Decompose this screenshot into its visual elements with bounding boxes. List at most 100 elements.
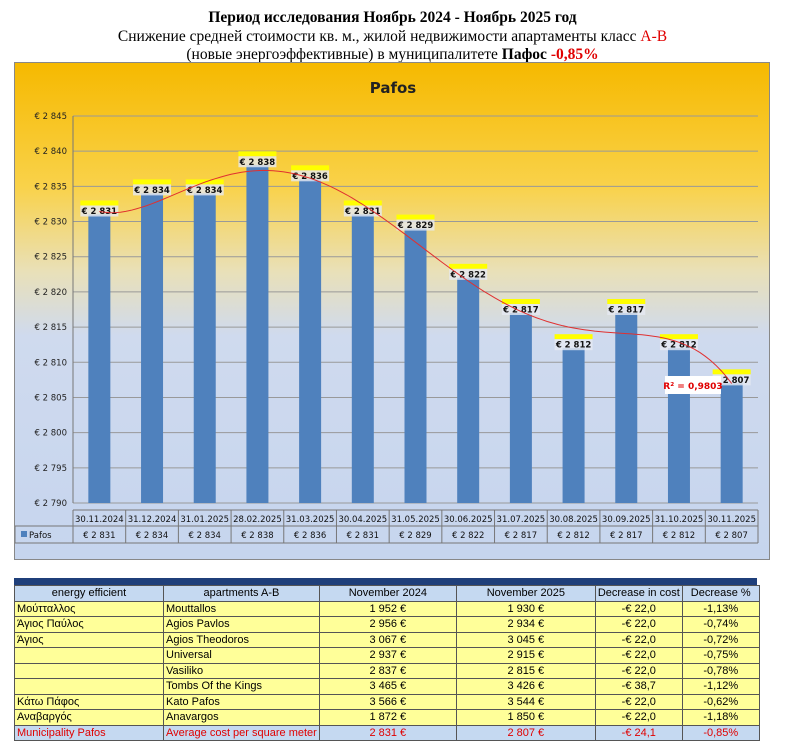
data-label: € 2 817 — [608, 306, 645, 316]
y-tick-label: € 2 805 — [35, 393, 67, 403]
table-cell: Άγιος Παύλος — [14, 616, 164, 633]
bar — [720, 383, 743, 503]
table-cell: 2 934 € — [455, 616, 596, 633]
y-tick-label: € 2 845 — [35, 112, 67, 122]
table-cell: Agios Pavlos — [163, 616, 320, 633]
bar — [667, 348, 690, 503]
table-value: € 2 829 — [399, 531, 431, 541]
table-cell: Kato Pafos — [163, 693, 320, 710]
table-cell: Άγιος — [14, 631, 164, 648]
table-cell: 2 915 € — [455, 647, 596, 664]
data-label-bg — [449, 268, 488, 280]
table-value: € 2 834 — [189, 531, 221, 541]
subtitle-text-2: (новые энергоэффективные) в муниципалите… — [186, 46, 502, 63]
bar — [193, 193, 216, 503]
data-label-highlight — [712, 369, 751, 375]
x-tick-label: 30.09.2025 — [602, 515, 651, 525]
table-value: € 2 838 — [241, 531, 273, 541]
y-tick-label: € 2 820 — [35, 288, 67, 298]
x-tick-label: 30.11.2025 — [707, 515, 756, 525]
legend-swatch — [21, 531, 27, 537]
table-row: Vasiliko 2 837 €2 815 € -€ 22,0 -0,78% — [14, 662, 760, 679]
data-label: € 2 812 — [555, 341, 592, 351]
table-cell: Μούτταλλος — [14, 600, 164, 617]
data-label: € 2 817 — [502, 306, 539, 316]
data-label-highlight — [80, 200, 119, 206]
table-row: Tombs Of the Kings 3 465 €3 426 € -€ 38,7-… — [14, 678, 760, 695]
table-row: Αναβαργός Anavargos 1 872 €1 850 € -€ 22,0-… — [14, 709, 760, 726]
table-cell: November 2024 — [318, 585, 457, 602]
table-row: Κάτω Πάφος Kato Pafos 3 566 €3 544 € -€ 22,… — [14, 693, 760, 710]
chart: Pafos € 2 790 € 2 795 € 2 800 € 2 805 € 2 810… — [14, 62, 770, 560]
table-cell: Decrease in cost — [594, 585, 683, 602]
y-tick-label: € 2 795 — [35, 464, 67, 474]
table-cell: -1,18% — [681, 709, 760, 726]
x-tick-label: 31.12.2024 — [128, 515, 177, 525]
bar — [457, 277, 480, 503]
data-label-bg — [238, 156, 277, 168]
table-cell: -0,72% — [681, 631, 760, 648]
data-label: € 2 822 — [449, 270, 486, 280]
x-tick-label: 30.04.2025 — [338, 515, 387, 525]
data-label: € 2 836 — [291, 172, 328, 182]
table-cell: -€ 22,0 — [594, 693, 683, 710]
table-cell: 2 956 € — [318, 616, 457, 633]
x-tick-label: 30.06.2025 — [444, 515, 493, 525]
bar — [351, 214, 374, 503]
table-cell: Vasiliko — [163, 662, 320, 679]
table-row: Άγιος Παύλος Agios Pavlos 2 956 €2 934 € -€… — [14, 616, 760, 633]
table-cell: Municipality Pafos — [14, 724, 164, 741]
table-value: € 2 812 — [557, 531, 589, 541]
data-label-highlight — [396, 214, 435, 220]
data-label-bg — [712, 374, 751, 386]
y-tick-label: € 2 800 — [35, 429, 67, 439]
table-cell: 1 930 € — [455, 600, 596, 617]
bar — [246, 165, 269, 503]
table-cell: Agios Theodoros — [163, 631, 320, 648]
y-tick-label: € 2 830 — [35, 218, 67, 228]
x-tick-label: 28.02.2025 — [233, 515, 282, 525]
subtitle-line2: (новые энергоэффективные) в муниципалите… — [0, 45, 785, 64]
table-cell: 1 872 € — [318, 709, 457, 726]
data-label-bg — [659, 339, 698, 351]
y-tick-label: € 2 835 — [35, 182, 67, 192]
table-value: € 2 834 — [136, 531, 168, 541]
table-cell — [14, 662, 164, 679]
bar — [88, 214, 111, 503]
table-row: Άγιος Agios Theodoros 3 067 €3 045 € -€ 22,… — [14, 631, 760, 648]
x-tick-label: 31.01.2025 — [180, 515, 229, 525]
x-tick-label: 31.10.2025 — [655, 515, 704, 525]
table-cell: Universal — [163, 647, 320, 664]
table-cell: -€ 22,0 — [594, 662, 683, 679]
table-cell: 2 937 € — [318, 647, 457, 664]
table-cell: energy efficient — [14, 585, 164, 602]
table-cell — [14, 647, 164, 664]
y-tick-label: € 2 840 — [35, 147, 67, 157]
table-cell: 3 544 € — [455, 693, 596, 710]
table-cell: -€ 38,7 — [594, 678, 683, 695]
price-table: energy efficient apartments A-B November 2… — [14, 585, 760, 741]
data-label-bg — [554, 339, 593, 351]
chart-title: Pafos — [370, 79, 417, 97]
r2-label-bg — [665, 376, 721, 394]
data-label-highlight — [554, 334, 593, 340]
table-cell: November 2025 — [455, 585, 596, 602]
table-cell: -1,13% — [681, 600, 760, 617]
table-value: € 2 817 — [505, 531, 537, 541]
table-cell — [14, 678, 164, 695]
data-label: € 2 807 — [713, 376, 750, 386]
data-label-bg — [607, 304, 646, 316]
table-row: Universal 2 937 €2 915 € -€ 22,0 -0,75% — [14, 647, 760, 664]
table-value: € 2 822 — [452, 531, 484, 541]
change-label: -0,85% — [550, 46, 599, 63]
data-label-highlight — [449, 263, 488, 269]
x-tick-label: 31.03.2025 — [286, 515, 335, 525]
data-label-highlight — [343, 200, 382, 206]
table-cell: Anavargos — [163, 709, 320, 726]
table-cell: -€ 24,1 — [594, 724, 683, 741]
class-label: A-B — [640, 28, 668, 45]
table-cell: Κάτω Πάφος — [14, 693, 164, 710]
table-value: € 2 831 — [83, 531, 115, 541]
table-cell: 2 815 € — [455, 662, 596, 679]
city-label: Пафос — [501, 46, 547, 63]
